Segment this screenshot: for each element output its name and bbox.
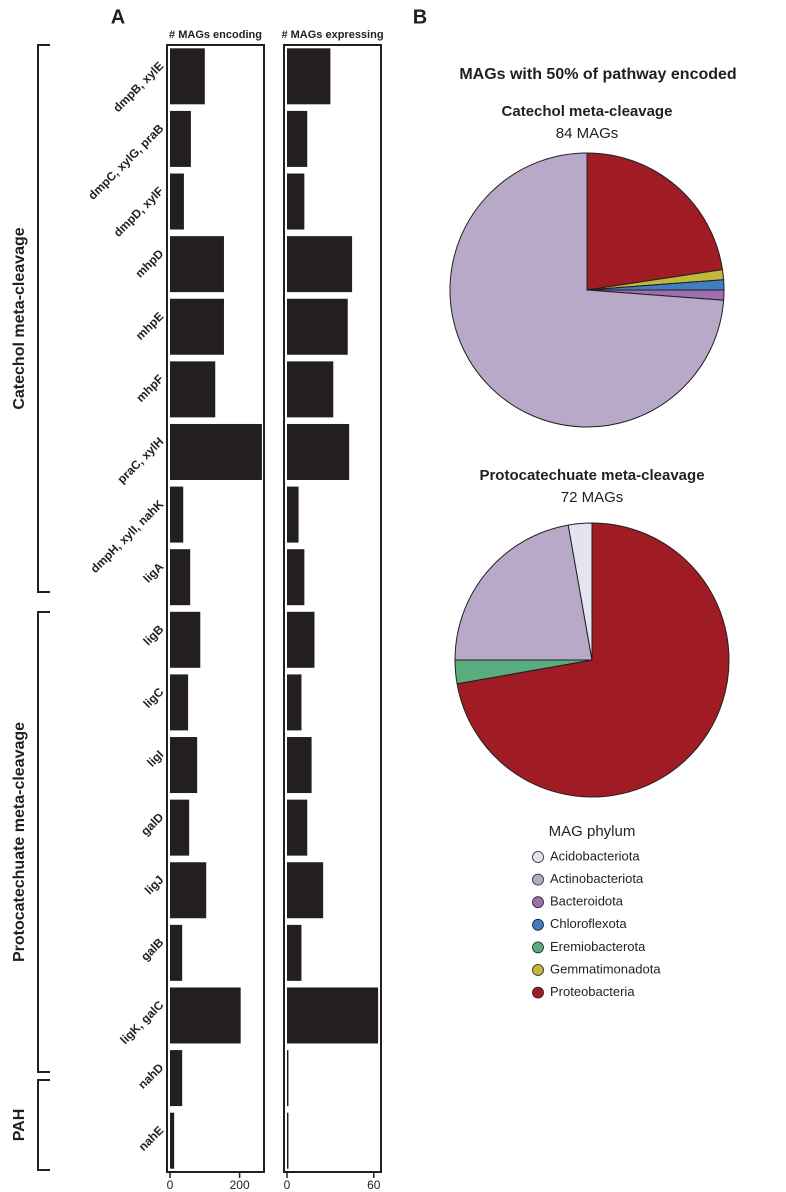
bar [170,486,184,543]
bar [170,799,190,856]
legend-swatch [532,986,544,999]
bar [287,486,299,543]
group-bracket [37,44,50,593]
legend-swatch [532,851,544,863]
bar [287,674,302,731]
category-label: ligC [140,685,166,711]
pie-slice [454,524,593,661]
pie-heading: MAGs with 50% of pathway encoded [459,66,736,83]
group-bracket [37,1079,50,1171]
x-tick-label: 0 [284,1178,291,1192]
bar [170,423,262,480]
pie-slice [567,522,593,661]
legend-swatch [532,896,544,909]
bar [287,1050,289,1107]
category-label: dmpD, xylF [111,184,167,240]
x-tick-label: 0 [167,1178,174,1192]
pie-slice [586,152,724,291]
bar [287,48,331,105]
bar [287,173,305,230]
legend-swatch [532,941,544,954]
bar [287,611,315,668]
bar [287,361,334,418]
pie-slice [456,522,730,798]
panel-label: A [111,6,125,28]
category-label: nahE [136,1123,167,1154]
bar [287,236,353,293]
bar [170,862,207,919]
bar [170,611,201,668]
legend-label: Chloroflexota [550,916,627,931]
category-label: ligJ [142,873,167,898]
category-label: praC, xylH [114,434,166,486]
bar [170,987,241,1044]
pie-title: Protocatechuate meta-cleavage [479,467,704,484]
legend-label: Eremiobacterota [550,939,646,954]
legend-swatch [532,918,544,931]
category-label: ligB [140,622,166,648]
bar [170,737,198,794]
bar [170,1050,183,1107]
bar [287,298,348,355]
bar [287,799,308,856]
category-label: ligK, galC [117,998,166,1047]
bar [287,549,305,606]
x-tick-label: 200 [230,1178,250,1192]
legend-swatch [532,873,544,886]
bar [170,110,191,167]
plot-frame [166,44,265,1173]
bar [287,110,308,167]
legend-label: Bacteroidota [550,894,624,909]
bar [287,1112,289,1169]
bar [287,924,302,981]
x-tick-label: 60 [367,1178,381,1192]
bar [170,173,184,230]
bar [170,549,191,606]
category-label: ligI [144,747,166,769]
legend-swatch [532,964,544,976]
bar [170,674,189,731]
category-label: dmpB, xylE [110,59,166,115]
legend-label: Acidobacteriota [550,848,640,863]
category-label: mhpD [132,246,166,280]
category-label: nahD [135,1060,166,1091]
bar [170,236,224,293]
category-label: mhpE [133,309,166,342]
category-label: ligA [140,559,166,585]
bar [170,924,183,981]
bar [287,862,324,919]
group-label: Protocatechuate meta-cleavage [11,722,28,962]
category-label: galB [138,935,167,964]
bar [287,987,379,1044]
plot-frame [283,44,382,1173]
bar [170,1112,175,1169]
bar [170,48,205,105]
pie-title: Catechol meta-cleavage [502,103,673,120]
panel-label: B [413,6,427,28]
pie-subtitle: 72 MAGs [561,489,624,506]
legend-label: Proteobacteria [550,984,635,999]
group-label: Catechol meta-cleavage [11,227,28,409]
legend-label: Gemmatimonadota [550,961,661,976]
axis-header: # MAGs encoding [169,29,262,41]
bar [287,737,312,794]
group-label: PAH [11,1109,28,1142]
bar [170,361,216,418]
category-label: galD [138,810,167,839]
bar [170,298,224,355]
legend-title: MAG phylum [549,823,636,840]
legend-label: Actinobacteriota [550,871,644,886]
bar [287,423,350,480]
group-bracket [37,611,50,1073]
category-label: mhpF [133,372,166,405]
pie-subtitle: 84 MAGs [556,125,619,142]
axis-header: # MAGs expressing [281,29,383,41]
